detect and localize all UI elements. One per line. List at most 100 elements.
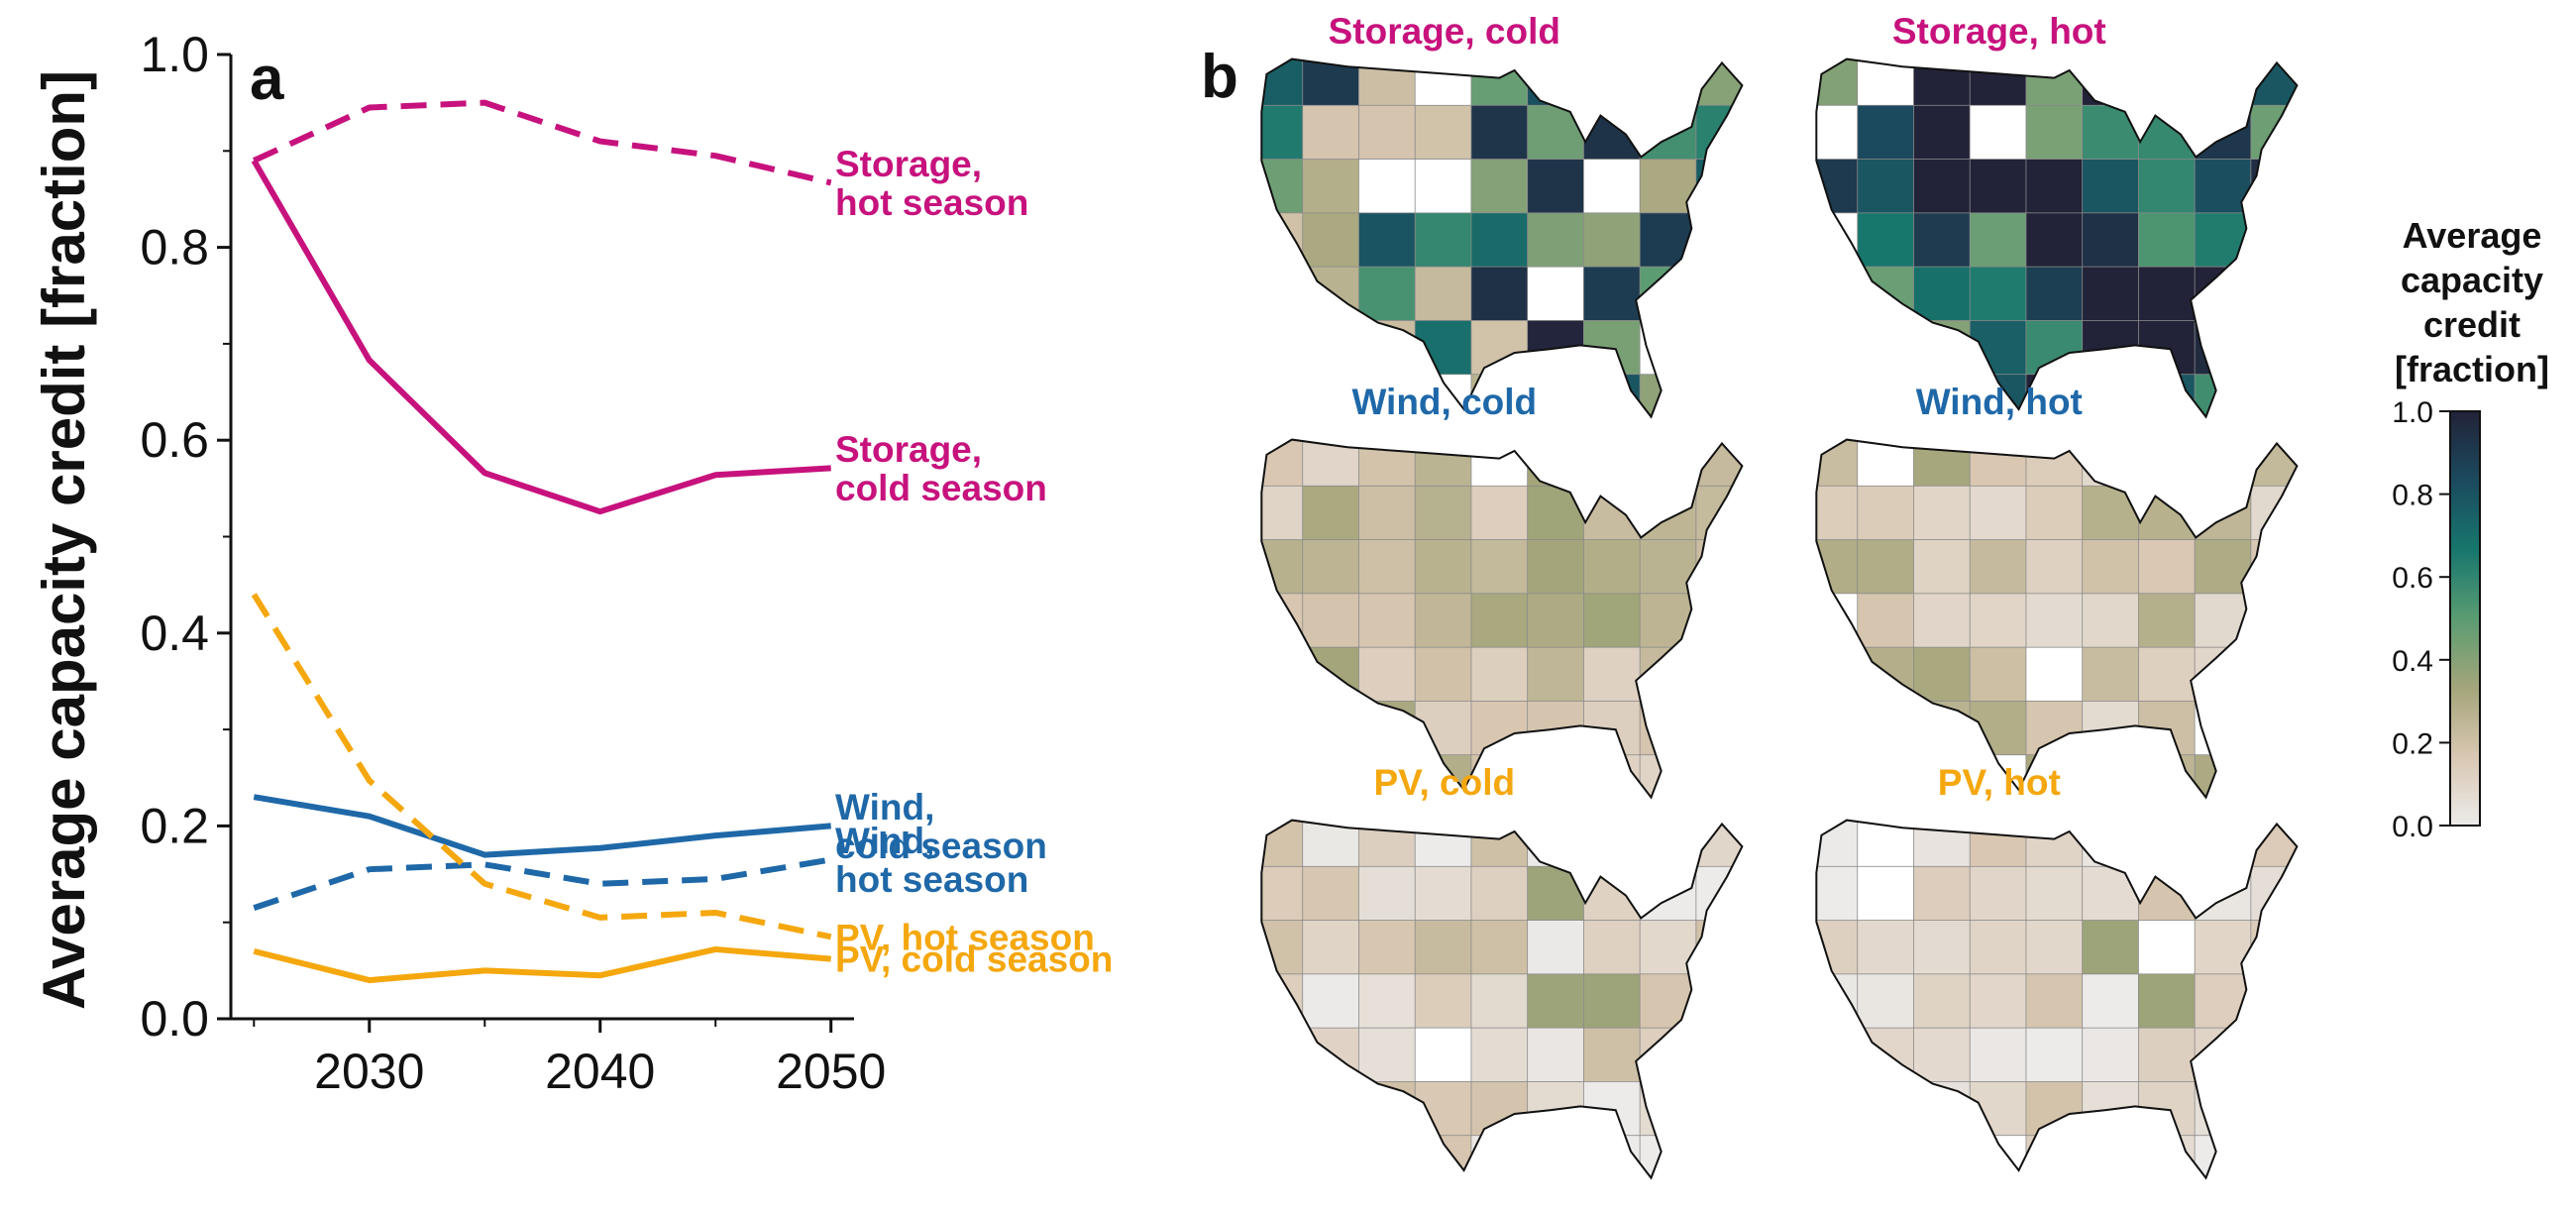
- map-region: [1358, 539, 1417, 595]
- map-region: [1261, 320, 1304, 376]
- map-regions: [1816, 820, 2298, 1178]
- map-region: [2025, 159, 2084, 214]
- map-region: [1695, 1135, 1743, 1178]
- map-region: [1857, 439, 1915, 488]
- colorbar-title-line: [fraction]: [2395, 349, 2549, 389]
- map-region: [2250, 439, 2298, 488]
- map-region: [2025, 1081, 2084, 1137]
- map-region: [1913, 266, 1972, 322]
- map-region: [2137, 58, 2197, 107]
- map-region: [2194, 320, 2252, 376]
- map-region: [2250, 820, 2298, 868]
- colorbar-title-line: capacity: [2401, 260, 2543, 300]
- map-region: [1639, 820, 1697, 868]
- map-region: [1695, 593, 1743, 649]
- map-region: [1470, 104, 1529, 161]
- map-region: [1527, 104, 1585, 161]
- map-region: [1358, 439, 1417, 488]
- map-region: [1583, 266, 1642, 322]
- map-region: [1302, 439, 1360, 488]
- map-region: [1913, 865, 1972, 922]
- map-region: [1913, 701, 1972, 756]
- map-region: [2250, 701, 2298, 756]
- map-region: [1470, 865, 1529, 922]
- map-region: [2082, 212, 2140, 269]
- map-region: [1639, 1081, 1697, 1137]
- map-region: [1358, 1027, 1417, 1083]
- map-region: [1527, 159, 1585, 214]
- map-region: [1969, 820, 2027, 868]
- y-axis-title: Average capacity credit [fraction]: [31, 70, 97, 1010]
- map-region: [1816, 1081, 1859, 1137]
- map-region: [1470, 1135, 1529, 1178]
- map-region: [1527, 58, 1585, 107]
- map-wind-cold: Wind, cold: [1260, 382, 1744, 800]
- map-title: PV, cold: [1374, 762, 1516, 803]
- map-region: [2194, 1135, 2252, 1178]
- map-region: [2250, 485, 2298, 541]
- map-region: [2137, 159, 2197, 214]
- map-region: [1969, 159, 2027, 214]
- map-region: [1969, 920, 2027, 975]
- map-region: [1414, 1027, 1472, 1083]
- map-region: [2250, 973, 2298, 1030]
- map-region: [1583, 104, 1642, 161]
- map-region: [1913, 485, 1972, 541]
- map-region: [1857, 820, 1915, 868]
- map-region: [1639, 701, 1697, 756]
- map-region: [1583, 593, 1642, 649]
- series-label: PV, cold season: [835, 939, 1113, 980]
- map-region: [1695, 865, 1743, 922]
- map-region: [2250, 159, 2298, 214]
- map-region: [1639, 1027, 1697, 1083]
- y-tick-label: 0.0: [140, 991, 209, 1047]
- map-region: [1527, 485, 1585, 541]
- map-region: [1414, 865, 1472, 922]
- map-region: [1857, 1027, 1915, 1083]
- map-region: [1527, 439, 1585, 488]
- map-region: [1639, 266, 1697, 322]
- map-region: [1583, 754, 1642, 798]
- map-region: [1414, 266, 1472, 322]
- series-label: hot season: [835, 859, 1028, 900]
- map-region: [1414, 485, 1472, 541]
- map-region: [1470, 1081, 1529, 1137]
- map-region: [1857, 266, 1915, 322]
- map-region: [1302, 539, 1360, 595]
- map-region: [2025, 646, 2084, 703]
- map-region: [1358, 266, 1417, 322]
- map-region: [1695, 1027, 1743, 1083]
- map-region: [1302, 1081, 1360, 1137]
- map-region: [1639, 754, 1697, 798]
- map-region: [1695, 266, 1743, 322]
- map-region: [1857, 539, 1915, 595]
- map-region: [1261, 646, 1304, 703]
- map-region: [2082, 266, 2140, 322]
- map-region: [2250, 104, 2298, 161]
- map-region: [1969, 539, 2027, 595]
- map-region: [1302, 920, 1360, 975]
- map-region: [2137, 820, 2197, 868]
- map-region: [1969, 439, 2027, 488]
- map-region: [1302, 320, 1360, 376]
- map-region: [1527, 646, 1585, 703]
- map-region: [1583, 539, 1642, 595]
- map-region: [1695, 439, 1743, 488]
- map-region: [2137, 104, 2197, 161]
- colorbar-title-line: credit: [2423, 304, 2521, 345]
- map-region: [1969, 212, 2027, 269]
- map-region: [1470, 212, 1529, 269]
- map-region: [2194, 646, 2252, 703]
- colorbar-title-line: Average: [2403, 215, 2542, 256]
- map-region: [1583, 865, 1642, 922]
- map-region: [1302, 266, 1360, 322]
- map-region: [1857, 973, 1915, 1030]
- country-outline: [1260, 57, 1744, 419]
- map-region: [1302, 973, 1360, 1030]
- map-region: [1470, 1027, 1529, 1083]
- x-tick-label: 2050: [776, 1044, 886, 1099]
- map-pv-hot: PV, hot: [1815, 762, 2299, 1180]
- map-region: [1414, 1081, 1472, 1137]
- map-region: [1695, 485, 1743, 541]
